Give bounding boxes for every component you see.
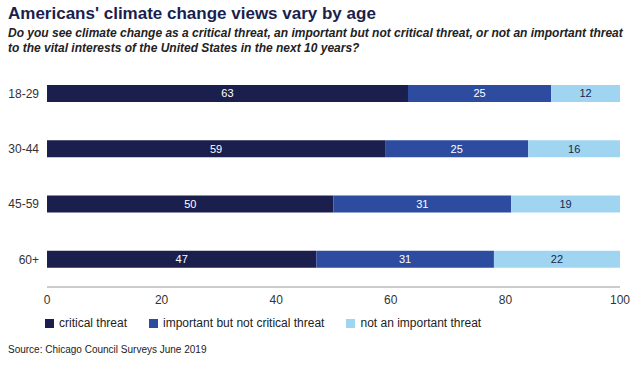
html-text:Do you see climate change as a: Do you see climate change as a critical … bbox=[8, 26, 623, 55]
svg-text:19: 19 bbox=[559, 198, 571, 210]
html-text:important but not critical thr: important but not critical threat bbox=[163, 316, 325, 330]
svg-text:59: 59 bbox=[210, 143, 222, 155]
svg-text:20: 20 bbox=[155, 293, 169, 307]
svg-text:100: 100 bbox=[610, 293, 630, 307]
svg-text:30-44: 30-44 bbox=[8, 142, 39, 156]
svg-text:45-59: 45-59 bbox=[8, 197, 39, 211]
svg-text:31: 31 bbox=[416, 198, 428, 210]
svg-text:80: 80 bbox=[499, 293, 513, 307]
svg-text:40: 40 bbox=[270, 293, 284, 307]
svg-text:18-29: 18-29 bbox=[8, 87, 39, 101]
html-text:Americans' climate change view: Americans' climate change views vary by … bbox=[8, 4, 376, 23]
svg-text:22: 22 bbox=[551, 253, 563, 265]
html-text:not an important threat: not an important threat bbox=[360, 316, 482, 330]
svg-text:63: 63 bbox=[221, 87, 233, 99]
svg-text:12: 12 bbox=[579, 87, 591, 99]
svg-text:16: 16 bbox=[568, 143, 580, 155]
svg-text:25: 25 bbox=[451, 143, 463, 155]
svg-text:60: 60 bbox=[384, 293, 398, 307]
svg-text:31: 31 bbox=[399, 253, 411, 265]
svg-text:25: 25 bbox=[473, 87, 485, 99]
html-text:critical threat: critical threat bbox=[59, 316, 127, 330]
svg-text:50: 50 bbox=[184, 198, 196, 210]
svg-text:47: 47 bbox=[176, 253, 188, 265]
svg-text:0: 0 bbox=[44, 293, 51, 307]
svg-text:60+: 60+ bbox=[19, 253, 39, 267]
html-text:Source: Chicago Council Survey: Source: Chicago Council Surveys June 201… bbox=[8, 344, 207, 355]
